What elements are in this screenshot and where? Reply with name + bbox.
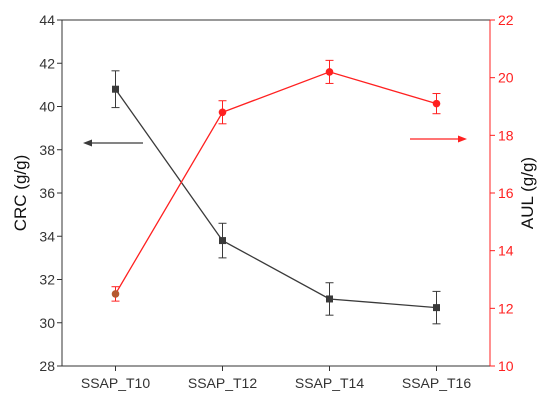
- x-tick-label: SSAP_T16: [402, 375, 471, 391]
- data-point-circle: [218, 108, 227, 117]
- left-tick-label: 34: [39, 228, 55, 244]
- plot-area: [62, 20, 490, 366]
- left-tick-label: 30: [39, 315, 55, 331]
- series-layer: [111, 59, 441, 325]
- right-tick-label: 14: [498, 243, 514, 259]
- series-line: [114, 88, 437, 309]
- left-axis-ticks: 28 30 32 34 36 38 40 42 44: [39, 12, 62, 374]
- left-tick-label: 44: [39, 12, 55, 28]
- series-line: [114, 71, 437, 295]
- left-tick-label: 38: [39, 142, 55, 158]
- data-point-square: [326, 295, 333, 303]
- data-point-square: [433, 304, 440, 312]
- data-point-square: [112, 85, 119, 93]
- left-axis-title: CRC (g/g): [11, 155, 30, 232]
- series-2-right: [111, 59, 441, 302]
- data-point-circle: [111, 290, 120, 298]
- x-tick-label: SSAP_T14: [295, 375, 364, 391]
- x-tick-label: SSAP_T12: [188, 375, 257, 391]
- arrow-head-left: [83, 139, 92, 147]
- right-tick-label: 10: [498, 358, 514, 374]
- left-tick-label: 28: [39, 358, 55, 374]
- right-tick-label: 20: [498, 70, 514, 86]
- left-tick-label: 32: [39, 272, 55, 288]
- x-tick-label: SSAP_T10: [81, 375, 150, 391]
- annotation-layer: [83, 135, 467, 147]
- right-tick-label: 22: [498, 12, 514, 28]
- right-tick-label: 16: [498, 185, 514, 201]
- data-point-circle: [325, 68, 334, 76]
- data-point-square: [219, 237, 226, 245]
- right-axis-ticks: 10 12 14 16 18 20 22: [490, 12, 514, 374]
- left-tick-label: 42: [39, 55, 55, 71]
- data-point-circle: [432, 99, 441, 108]
- right-tick-label: 18: [498, 127, 514, 143]
- right-tick-label: 12: [498, 300, 514, 316]
- left-tick-label: 40: [39, 99, 55, 115]
- right-axis-title: AUL (g/g): [518, 157, 537, 229]
- x-axis-ticks: SSAP_T10 SSAP_T12 SSAP_T14 SSAP_T16: [81, 366, 471, 391]
- left-tick-label: 36: [39, 185, 55, 201]
- arrow-head-right: [458, 135, 467, 143]
- series-1-left: [111, 70, 441, 325]
